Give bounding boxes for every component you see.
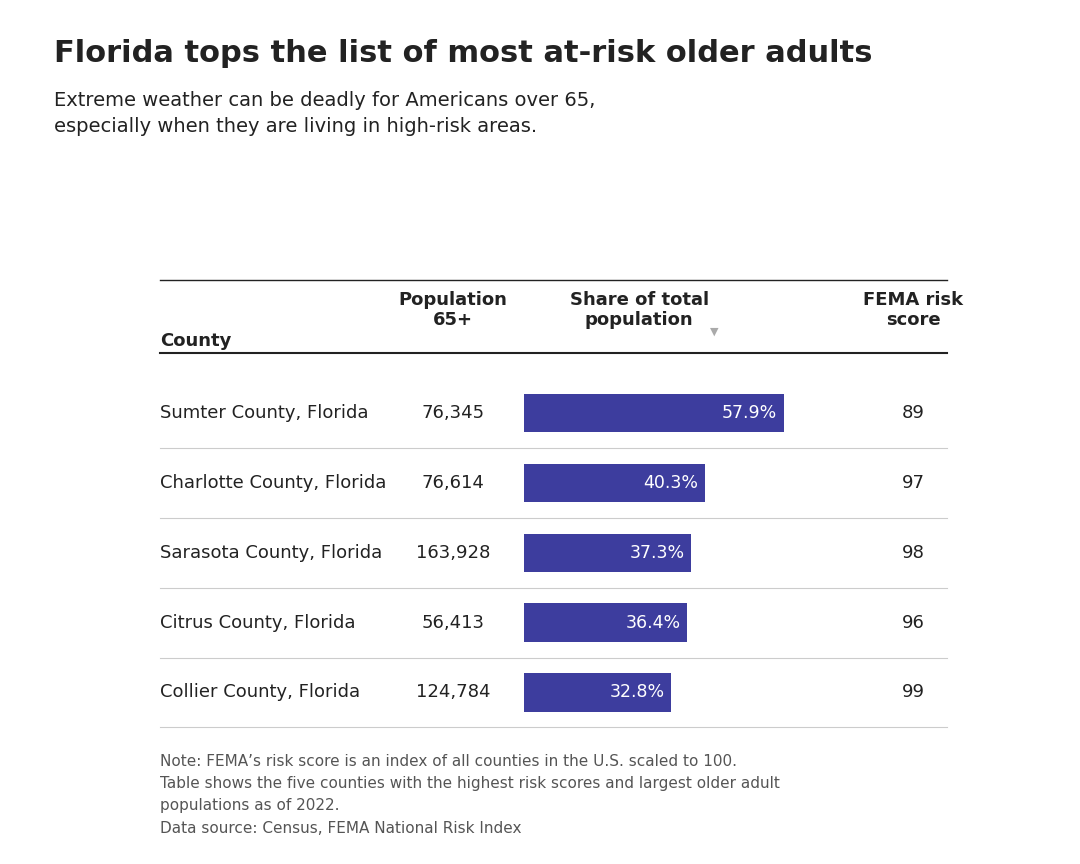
Text: Florida tops the list of most at-risk older adults: Florida tops the list of most at-risk ol… [54, 39, 873, 68]
Text: Citrus County, Florida: Citrus County, Florida [160, 613, 355, 632]
Bar [524, 673, 671, 712]
Text: 57.9%: 57.9% [721, 404, 777, 422]
Text: 97: 97 [902, 473, 924, 492]
Text: 124,784: 124,784 [416, 683, 490, 702]
Text: 76,345: 76,345 [421, 404, 485, 422]
Text: ▼: ▼ [711, 327, 719, 336]
Bar [524, 534, 691, 572]
Text: 32.8%: 32.8% [609, 683, 664, 702]
Text: 98: 98 [902, 543, 924, 562]
Text: 96: 96 [902, 613, 924, 632]
Text: County: County [160, 332, 231, 350]
Bar [524, 464, 705, 502]
Text: Extreme weather can be deadly for Americans over 65,
especially when they are li: Extreme weather can be deadly for Americ… [54, 91, 595, 137]
Text: Sumter County, Florida: Sumter County, Florida [160, 404, 368, 422]
Text: 37.3%: 37.3% [630, 543, 685, 562]
Text: Share of total
population: Share of total population [570, 290, 708, 329]
Bar [524, 394, 784, 432]
Text: Population
65+: Population 65+ [399, 290, 508, 329]
Text: 99: 99 [902, 683, 924, 702]
Text: Note: FEMA’s risk score is an index of all counties in the U.S. scaled to 100.
T: Note: FEMA’s risk score is an index of a… [160, 754, 780, 835]
Text: 89: 89 [902, 404, 924, 422]
Text: FEMA risk
score: FEMA risk score [863, 290, 963, 329]
Text: Collier County, Florida: Collier County, Florida [160, 683, 361, 702]
Text: 40.3%: 40.3% [643, 473, 698, 492]
Text: 36.4%: 36.4% [625, 613, 680, 632]
Text: 163,928: 163,928 [416, 543, 490, 562]
Text: 76,614: 76,614 [421, 473, 485, 492]
Bar [524, 603, 687, 642]
Text: Charlotte County, Florida: Charlotte County, Florida [160, 473, 387, 492]
Text: 56,413: 56,413 [421, 613, 485, 632]
Text: Sarasota County, Florida: Sarasota County, Florida [160, 543, 382, 562]
